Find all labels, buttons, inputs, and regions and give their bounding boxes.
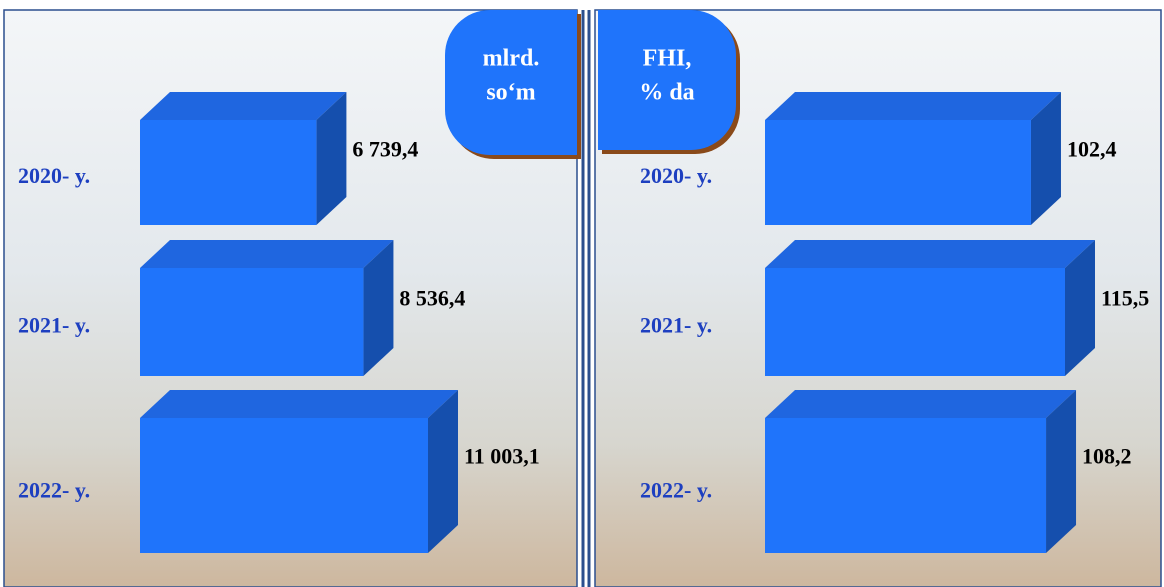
category-label: 2022- y. (640, 477, 712, 502)
badge-text: % da (639, 80, 694, 106)
bar-top (140, 92, 347, 120)
bar-top (140, 390, 458, 418)
bar-side (1065, 240, 1095, 376)
bar (140, 390, 458, 553)
bar-front (765, 268, 1065, 376)
bar (765, 92, 1061, 225)
bar-front (765, 120, 1031, 225)
category-label: 2022- y. (18, 477, 90, 502)
value-label: 8 536,4 (399, 285, 465, 310)
bar-front (140, 120, 317, 225)
bar-side (363, 240, 394, 376)
badge-text: so‘m (486, 80, 535, 106)
value-label: 102,4 (1067, 137, 1117, 162)
bar (140, 92, 347, 225)
category-label: 2020- y. (18, 163, 90, 188)
bar-top (765, 390, 1077, 418)
bar-top (765, 240, 1095, 268)
value-label: 115,5 (1101, 285, 1149, 310)
category-label: 2020- y. (640, 163, 712, 188)
bar-side (1046, 390, 1077, 553)
bar (765, 390, 1077, 553)
bar (765, 240, 1095, 376)
category-label: 2021- y. (640, 312, 712, 337)
bar-front (765, 418, 1047, 553)
value-label: 11 003,1 (464, 444, 540, 469)
charts: mlrd. so‘m 2020- y. 6 739,4 2021- y. 8 536,4 2… (18, 10, 1149, 553)
bar-top (765, 92, 1061, 120)
badge (445, 10, 577, 155)
bar-front (140, 418, 428, 553)
bar (140, 240, 394, 376)
bar-side (428, 390, 458, 553)
badge-text: FHI, (643, 46, 692, 72)
bar-side (316, 92, 347, 225)
value-label: 108,2 (1082, 444, 1132, 469)
category-label: 2021- y. (18, 312, 90, 337)
badge (598, 10, 736, 150)
bar-side (1030, 92, 1061, 225)
bar-top (140, 240, 394, 268)
badge-text: mlrd. (483, 46, 540, 72)
bar-front (140, 268, 364, 376)
value-label: 6 739,4 (352, 137, 418, 162)
